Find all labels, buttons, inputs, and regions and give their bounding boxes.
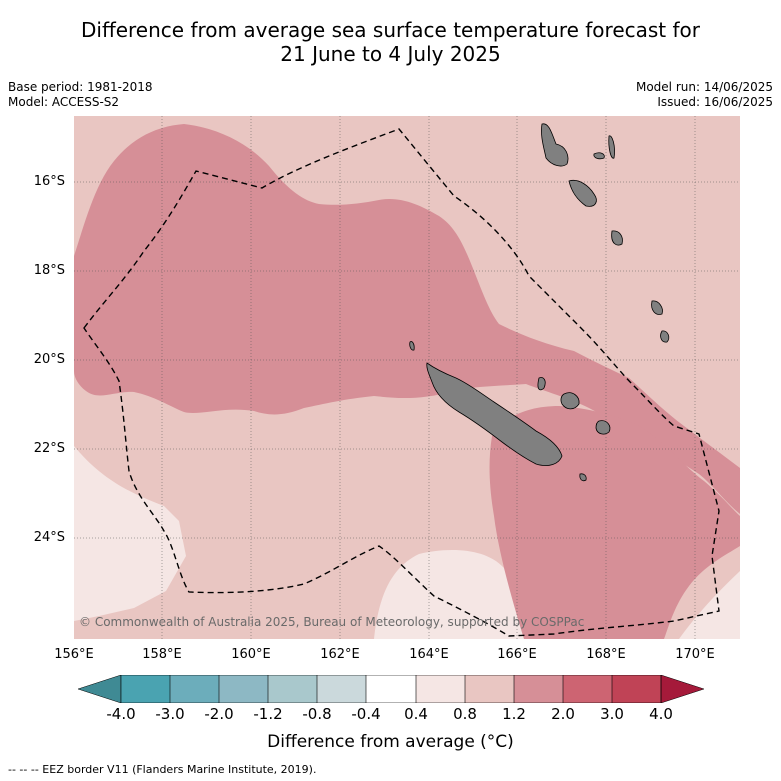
colorbar-segment-below-min [78,675,122,703]
colorbar-segment-10 [563,675,612,703]
title-line-2: 21 June to 4 July 2025 [280,42,501,66]
colorbar-segment-11 [612,675,661,703]
model-run: Model run: 14/06/2025 [635,80,773,94]
colorbar-label-minus-1-2: -1.2 [253,705,283,723]
colorbar-segment-2 [170,675,219,703]
eez-border [83,128,720,637]
meta-left: Base period: 1981-2018 Model: ACCESS-S2 [8,80,153,110]
x-tick-168e: 168°E [586,647,626,662]
y-tick-18s: 18°S [33,263,65,278]
colorbar-label-0-8: 0.8 [453,705,477,723]
anomaly-region-1-2-to-2-0-north [74,124,740,514]
colorbar-label-2-0: 2.0 [551,705,575,723]
aneityum [660,330,670,343]
efate [611,230,623,246]
maewo-pentecost [608,135,615,159]
colorbar-segment-8 [465,675,514,703]
y-tick-24s: 24°S [33,530,65,545]
x-tick-164e: 164°E [409,647,449,662]
sst-anomaly-map [74,116,740,639]
x-tick-166e: 166°E [497,647,537,662]
colorbar-segment-7 [416,675,465,703]
colorbar-segment-5 [317,675,366,703]
new-caledonia-grande-terre [426,362,563,466]
colorbar-label-1-2: 1.2 [502,705,526,723]
colorbar-label-4-0: 4.0 [649,705,673,723]
lifou [560,392,580,410]
land-masses [409,123,670,482]
ouvea [537,377,546,391]
x-tick-170e: 170°E [675,647,715,662]
colorbar [78,675,704,703]
x-tick-156e: 156°E [54,647,94,662]
colorbar-label-minus-3-0: -3.0 [155,705,185,723]
issued-date: Issued: 16/06/2025 [657,95,773,109]
colorbar-label-0-4: 0.4 [404,705,428,723]
map-canvas [74,116,740,639]
map-title: Difference from average sea surface temp… [0,18,781,66]
anomaly-region-0-4-to-0-8-se [679,571,740,639]
meta-right: Model run: 14/06/2025 Issued: 16/06/2025 [636,80,773,110]
y-tick-20s: 20°S [33,352,65,367]
colorbar-segment-6 [366,675,416,703]
eez-legend: -- -- -- EEZ border V11 (Flanders Marine… [8,763,317,776]
colorbar-dividers [120,675,662,703]
tanna [651,300,663,315]
colorbar-title: Difference from average (°C) [267,732,514,752]
colorbar-label-minus-4-0: -4.0 [106,705,136,723]
colorbar-label-minus-2-0: -2.0 [204,705,234,723]
lat-lon-grid [74,116,740,639]
ambae [593,152,605,160]
colorbar-segment-9 [514,675,563,703]
colorbar-label-minus-0-8: -0.8 [302,705,332,723]
colorbar-segment-4 [268,675,317,703]
colorbar-label-minus-0-4: -0.4 [351,705,381,723]
colorbar-segment-3 [219,675,268,703]
ile-des-pins [579,473,587,482]
colorbar-segment-1 [121,675,170,703]
x-tick-158e: 158°E [142,647,182,662]
x-tick-160e: 160°E [231,647,271,662]
y-tick-22s: 22°S [33,441,65,456]
colorbar-segment-above-max [660,675,704,703]
x-tick-162e: 162°E [320,647,360,662]
belep-islands [409,341,415,351]
malakula [568,179,597,207]
mare [595,420,611,435]
model-name: Model: ACCESS-S2 [8,95,120,109]
copyright-notice: © Commonwealth of Australia 2025, Bureau… [79,615,585,629]
y-tick-16s: 16°S [33,174,65,189]
colorbar-label-3-0: 3.0 [600,705,624,723]
title-line-1: Difference from average sea surface temp… [80,18,700,42]
base-period: Base period: 1981-2018 [8,80,153,94]
anomaly-region-0-4-to-0-8-sw [74,446,186,621]
espiritu-santo [541,123,569,167]
